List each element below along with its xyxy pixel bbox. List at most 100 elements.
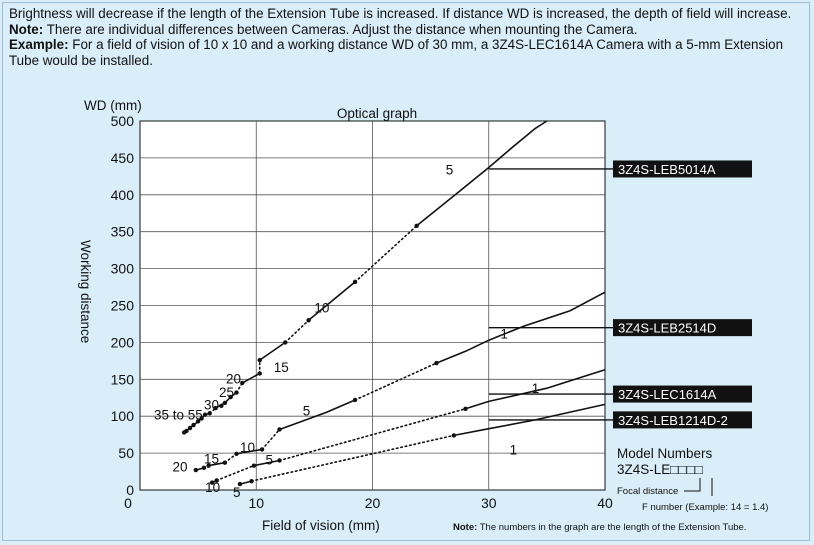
x-tick-label: 30 [481,495,497,511]
data-point [283,340,288,345]
series-line-segment [453,403,606,437]
series-label: 3Z4S-LEB5014A [618,162,716,177]
chart-title: Optical graph [337,106,417,121]
tube-length-label: 25 [219,385,234,400]
example-label: Example: [9,37,69,53]
series-dotted-segment [261,428,281,451]
example-text: For a field of vision of 10 x 10 and a w… [9,37,784,68]
series-line-segment [279,399,356,431]
tube-length-label: 10 [240,440,255,455]
model-numbers-legend: Model Numbers 3Z4S-LE□□□□ Focal distance… [617,446,768,513]
series-line-segment [416,120,548,227]
tube-length-label: 1 [510,442,518,457]
tube-length-label: 30 [204,397,219,412]
model-numbers-code: 3Z4S-LE□□□□ [617,462,703,477]
series-line-segment [465,368,606,410]
tube-length-label: 1 [532,381,540,396]
footnote: Note: The numbers in the graph are the l… [453,522,746,533]
tube-length-label: 1 [500,327,508,342]
f-number-label: F number (Example: 14 = 1.4) [642,502,768,513]
data-point [219,403,224,409]
series-line-segment [241,372,261,384]
footnote-label: Note: [453,522,477,533]
x-tick-label: 0 [124,495,132,511]
series-dotted-segment [250,434,455,482]
data-point [195,419,201,424]
intro-example: Example: For a field of vision of 10 x 1… [9,37,809,68]
series-label: 3Z4S-LEB1214D-2 [618,413,728,428]
series-line-segment [236,448,263,455]
series-dotted-segment [354,362,438,401]
intro-brightness-text: Brightness will decrease if the length o… [9,6,792,21]
x-tick-label: 40 [597,495,613,511]
y-axis-unit: WD (mm) [84,98,142,113]
tube-length-label: 20 [173,459,188,474]
intro-text: Brightness will decrease if the length o… [9,6,809,68]
series-dotted-segment [278,407,467,462]
y-tick-label: 150 [111,371,135,387]
y-axis-label: Working distance [78,240,93,343]
y-tick-label: 300 [111,261,135,277]
intro-note: Note: There are individual differences b… [9,22,809,38]
y-tick-label: 400 [111,187,135,203]
tube-length-label: 5 [446,163,454,178]
data-point [306,318,311,323]
data-point [277,427,282,432]
data-point [191,422,196,428]
data-point [184,428,189,434]
y-tick-label: 100 [111,408,135,424]
y-tick-label: 450 [111,150,135,166]
series-line-segment [436,291,606,364]
data-point [251,463,257,468]
plot-area: 0 50 100 150 200 250 300 350 400 450 500 0 10 20 30 40 3… [111,113,752,511]
data-point [463,406,468,412]
x-axis-label: Field of vision (mm) [262,518,380,533]
data-point [249,478,254,484]
y-tick-label: 0 [126,482,134,498]
tube-length-label: 5 [233,485,241,500]
tube-length-label: 10 [205,480,220,495]
y-tick-label: 500 [111,113,135,129]
series-label-box [613,160,752,178]
data-point [257,371,262,376]
data-point [187,425,193,431]
data-point [237,481,243,487]
note-label: Note: [9,21,44,37]
series-line-segment [308,281,356,321]
y-tick-label: 350 [111,224,135,240]
model-numbers-title: Model Numbers [617,446,713,461]
data-point [277,458,282,463]
x-tick-label: 10 [248,495,264,511]
tube-length-label: 5 [303,403,311,418]
x-tick-label: 20 [365,495,381,511]
data-point [201,465,207,471]
data-point [199,416,204,421]
data-point [234,451,239,457]
focal-distance-label: Focal distance [617,486,678,497]
series-label-box [613,319,752,337]
tube-length-label: 15 [274,360,289,375]
series-dotted-segment [284,319,310,344]
data-point [352,279,358,285]
data-point [451,433,457,438]
data-point [193,467,198,473]
data-point [214,478,219,483]
data-point [209,480,215,485]
series-label-box [613,385,752,403]
data-point [434,360,439,366]
data-point [202,412,208,417]
data-point [240,380,245,386]
series-label: 3Z4S-LEC1614A [618,387,717,402]
y-tick-label: 50 [118,445,134,461]
series-label: 3Z4S-LEB2514D [618,321,716,336]
data-point [213,405,218,411]
data-point [228,394,233,400]
tube-length-label: 10 [314,301,329,316]
data-point [207,411,212,416]
series-line-segment [253,459,280,467]
data-point [234,390,239,395]
series-line-segment [259,341,286,361]
data-point [352,397,358,403]
